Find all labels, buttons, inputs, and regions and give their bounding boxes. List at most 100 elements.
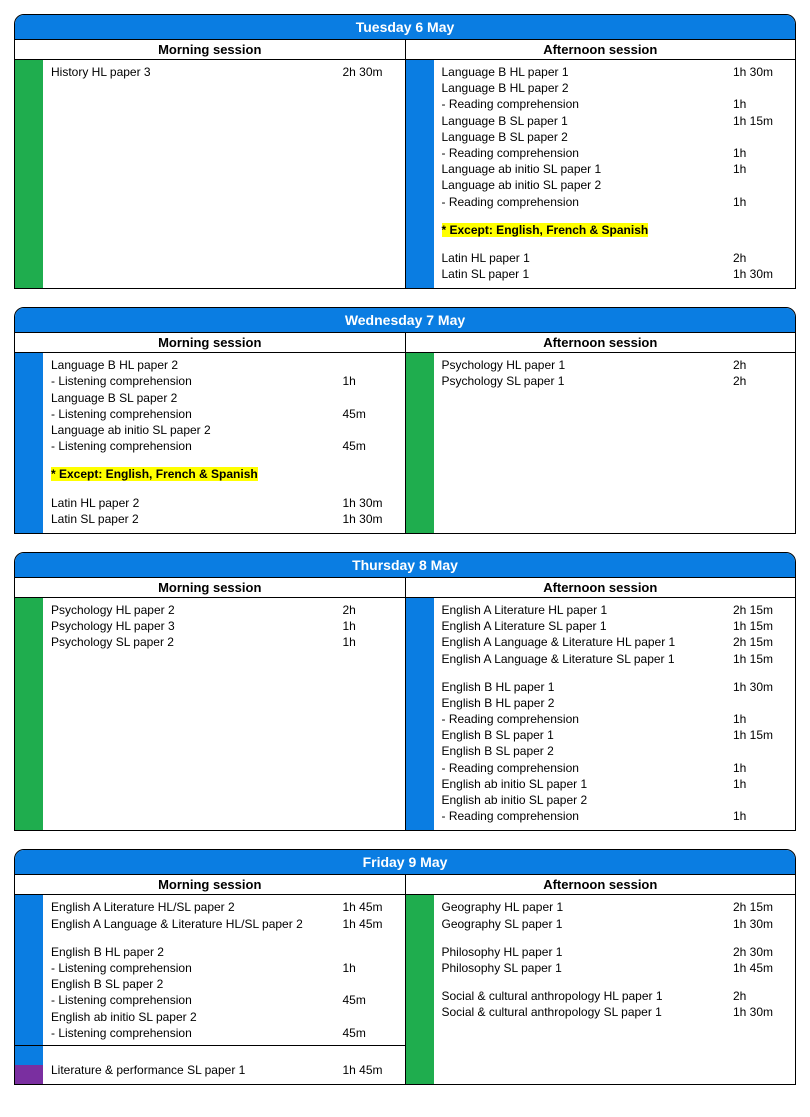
exam-row: History HL paper 32h 30m — [51, 64, 399, 80]
exam-label: English B SL paper 2 — [51, 976, 343, 992]
exam-duration: 1h — [343, 634, 399, 650]
exam-label: - Reading comprehension — [442, 760, 734, 776]
exam-duration: 2h 30m — [343, 64, 399, 80]
exam-row: Philosophy SL paper 11h 45m — [442, 960, 790, 976]
exam-duration: 1h 30m — [733, 679, 789, 695]
exam-label: Social & cultural anthropology SL paper … — [442, 1004, 734, 1020]
exam-label: English A Language & Literature HL paper… — [442, 634, 734, 650]
exam-label: - Reading comprehension — [442, 145, 734, 161]
spacer-row — [442, 667, 790, 679]
exam-label: Latin SL paper 1 — [442, 266, 734, 282]
exam-duration: 2h — [733, 357, 789, 373]
exam-label: Psychology HL paper 2 — [51, 602, 343, 618]
spacer-row — [51, 932, 399, 944]
exam-row: English B HL paper 11h 30m — [442, 679, 790, 695]
exam-duration: 1h — [343, 618, 399, 634]
spacer-row — [51, 1050, 399, 1062]
exam-duration: 2h — [733, 373, 789, 389]
exam-duration: 45m — [343, 1025, 399, 1041]
session-header: Morning session — [15, 875, 405, 895]
exam-duration: 2h 30m — [733, 944, 789, 960]
exam-row: English B SL paper 2 — [442, 743, 790, 759]
exam-label: English ab initio SL paper 1 — [442, 776, 734, 792]
exam-duration: 1h 15m — [733, 618, 789, 634]
exam-duration: 1h 45m — [343, 899, 399, 915]
color-bar — [15, 60, 43, 288]
exam-row: English B HL paper 2 — [442, 695, 790, 711]
exam-duration: 2h — [733, 250, 789, 266]
day-header: Wednesday 7 May — [15, 308, 795, 333]
exam-row: English B SL paper 2 — [51, 976, 399, 992]
spacer-row — [51, 483, 399, 495]
exam-label: Latin SL paper 2 — [51, 511, 343, 527]
exam-row: English A Language & Literature SL paper… — [442, 651, 790, 667]
exam-duration: 1h — [733, 760, 789, 776]
exam-row: - Listening comprehension45m — [51, 992, 399, 1008]
exam-row: English A Literature HL/SL paper 21h 45m — [51, 899, 399, 915]
exam-duration: 1h — [343, 373, 399, 389]
exam-row: Literature & performance SL paper 11h 45… — [51, 1062, 399, 1078]
exam-duration: 2h 15m — [733, 899, 789, 915]
morning-session: Morning sessionPsychology HL paper 22hPs… — [15, 578, 406, 830]
spacer-row — [442, 976, 790, 988]
exam-duration: 1h — [343, 960, 399, 976]
sessions-row: Morning sessionPsychology HL paper 22hPs… — [15, 578, 795, 830]
exam-label: Literature & performance SL paper 1 — [51, 1062, 343, 1078]
exam-label: Philosophy SL paper 1 — [442, 960, 734, 976]
exam-label: Language B SL paper 1 — [442, 113, 734, 129]
exam-duration: 2h — [733, 988, 789, 1004]
session-body: History HL paper 32h 30m — [15, 60, 405, 288]
exam-row: Psychology SL paper 12h — [442, 373, 790, 389]
exam-duration: 1h 30m — [733, 266, 789, 282]
exam-label: English A Literature HL paper 1 — [442, 602, 734, 618]
rows-wrap: History HL paper 32h 30m — [43, 60, 405, 288]
session-body: Language B HL paper 11h 30mLanguage B HL… — [406, 60, 796, 288]
color-bar-segment — [15, 1065, 43, 1084]
day-header: Friday 9 May — [15, 850, 795, 875]
exam-row: English A Literature HL paper 12h 15m — [442, 602, 790, 618]
exam-row: Language ab initio SL paper 11h — [442, 161, 790, 177]
exam-row: - Reading comprehension1h — [442, 711, 790, 727]
exam-row: Social & cultural anthropology SL paper … — [442, 1004, 790, 1020]
exam-label: History HL paper 3 — [51, 64, 343, 80]
session-header: Morning session — [15, 40, 405, 60]
exam-label: - Reading comprehension — [442, 711, 734, 727]
exam-label: English A Literature HL/SL paper 2 — [51, 899, 343, 915]
exam-row: - Reading comprehension1h — [442, 808, 790, 824]
exam-label: Language B SL paper 2 — [442, 129, 734, 145]
exam-duration: 1h — [733, 711, 789, 727]
exam-label: Language B HL paper 1 — [442, 64, 734, 80]
exam-label: - Reading comprehension — [442, 96, 734, 112]
session-header: Afternoon session — [406, 40, 796, 60]
exam-duration: 45m — [343, 406, 399, 422]
exam-label: English B HL paper 2 — [51, 944, 343, 960]
color-bar — [406, 353, 434, 533]
exam-label: Latin HL paper 2 — [51, 495, 343, 511]
session-body: Psychology HL paper 12hPsychology SL pap… — [406, 353, 796, 533]
exam-duration: 1h — [733, 161, 789, 177]
session-body: Psychology HL paper 22hPsychology HL pap… — [15, 598, 405, 830]
exam-label: English B HL paper 2 — [442, 695, 734, 711]
color-bar — [406, 895, 434, 1084]
exam-label: English B HL paper 1 — [442, 679, 734, 695]
exam-label: English B SL paper 2 — [442, 743, 734, 759]
session-header: Morning session — [15, 333, 405, 353]
morning-session: Morning sessionLanguage B HL paper 2- Li… — [15, 333, 406, 533]
exam-row: Psychology SL paper 21h — [51, 634, 399, 650]
exam-label: Language ab initio SL paper 1 — [442, 161, 734, 177]
exam-row: Language ab initio SL paper 2 — [51, 422, 399, 438]
day-block: Friday 9 MayMorning session English A Lit… — [14, 849, 796, 1085]
exam-duration: 2h — [343, 602, 399, 618]
exam-duration: 2h 15m — [733, 602, 789, 618]
exam-row: Language B HL paper 2 — [51, 357, 399, 373]
exam-row: English A Language & Literature HL paper… — [442, 634, 790, 650]
exam-row: English ab initio SL paper 2 — [442, 792, 790, 808]
spacer-row — [51, 454, 399, 466]
exam-row: Language B SL paper 2 — [51, 390, 399, 406]
exam-label: Language B SL paper 2 — [51, 390, 343, 406]
color-bar-stack — [15, 895, 43, 1084]
exam-label: Social & cultural anthropology HL paper … — [442, 988, 734, 1004]
exam-label: English ab initio SL paper 2 — [442, 792, 734, 808]
afternoon-session: Afternoon sessionGeography HL paper 12h … — [406, 875, 796, 1084]
exam-row: Geography SL paper 11h 30m — [442, 916, 790, 932]
